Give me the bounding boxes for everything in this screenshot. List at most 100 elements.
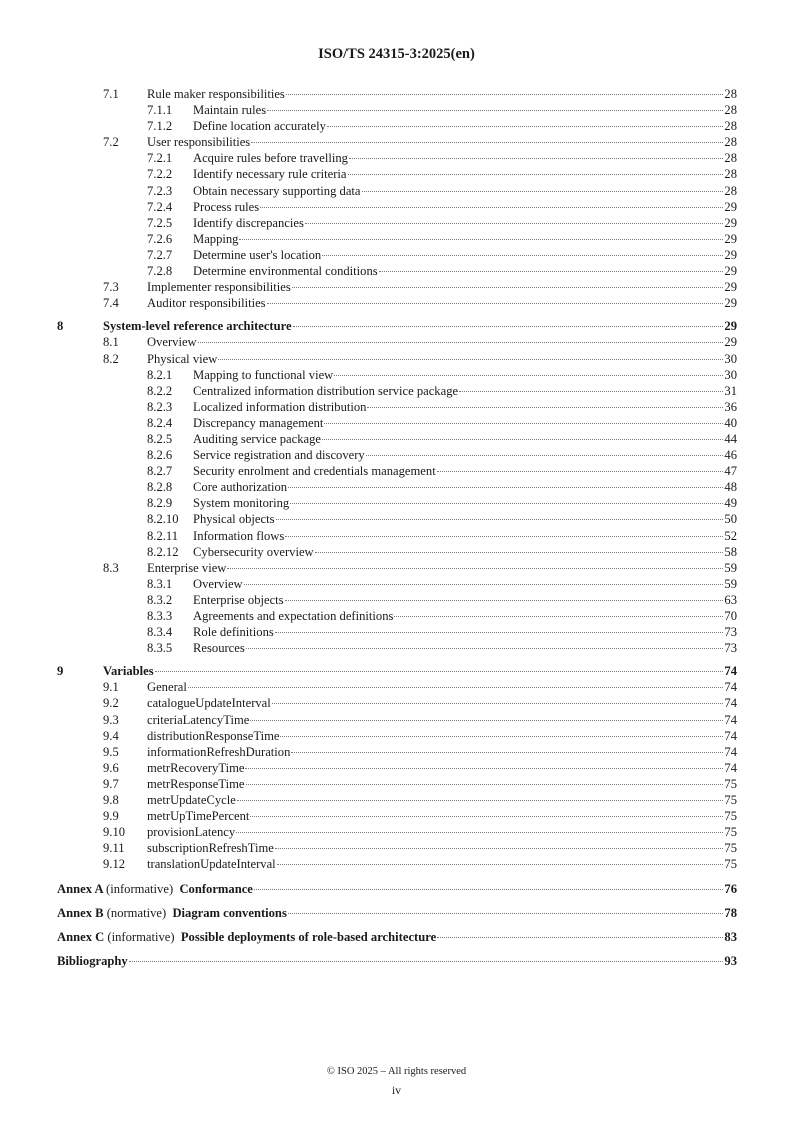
toc-entry[interactable]: Annex B (normative) Diagram conventions 7… <box>57 905 737 921</box>
toc-entry[interactable]: 9.4 distributionResponseTime 74 <box>57 728 737 744</box>
toc-entry-number: 8.3 <box>103 560 119 575</box>
toc-entry[interactable]: 7.1.2 Define location accurately 28 <box>57 118 737 134</box>
toc-entry[interactable]: 8.2.6 Service registration and discovery 4… <box>57 447 737 463</box>
toc-entry-number: 9.6 <box>103 760 119 775</box>
toc-entry[interactable]: 7.2.8 Determine environmental conditions 2… <box>57 263 737 279</box>
toc-entry[interactable]: 8.2.10 Physical objects 50 <box>57 511 737 527</box>
toc-entry-title: Resources <box>193 641 245 656</box>
toc-entry-title: subscriptionRefreshTime <box>147 841 274 856</box>
toc-entry[interactable]: 8.2.1 Mapping to functional view 30 <box>57 367 737 383</box>
toc-entry[interactable]: 8.3.1 Overview 59 <box>57 576 737 592</box>
toc-entry[interactable]: 8.2.3 Localized information distribution 3… <box>57 399 737 415</box>
toc-entry[interactable]: 9.6 metrRecoveryTime 74 <box>57 760 737 776</box>
toc-entry[interactable]: 7.2.6 Mapping 29 <box>57 231 737 247</box>
toc-entry[interactable]: 9.9 metrUpTimePercent 75 <box>57 808 737 824</box>
toc-entry[interactable]: 9.1 General 74 <box>57 679 737 695</box>
toc-entry-page: 75 <box>724 825 737 840</box>
toc-entry[interactable]: 7.1 Rule maker responsibilities 28 <box>57 86 737 102</box>
toc-entry-title: Determine user's location <box>193 247 322 262</box>
toc-entry-title: Physical objects <box>193 512 275 527</box>
toc-entry[interactable]: 7.2.2 Identify necessary rule criteria 28 <box>57 166 737 182</box>
toc-entry[interactable]: 8.2.8 Core authorization 48 <box>57 479 737 495</box>
toc-entry-title: System monitoring <box>193 496 290 511</box>
toc-entry-title: User responsibilities <box>147 135 251 150</box>
toc-entry[interactable]: 7.4 Auditor responsibilities 29 <box>57 295 737 311</box>
toc-entry-page: 47 <box>724 464 737 479</box>
dot-leader <box>290 503 724 505</box>
toc-entry[interactable]: 8.2.2 Centralized information distributio… <box>57 383 737 399</box>
dot-leader <box>274 632 724 634</box>
toc-entry-number: 7.2.8 <box>147 264 173 279</box>
annex-kind: (informative) <box>107 929 175 944</box>
toc-entry[interactable]: 8 System-level reference architecture 29 <box>57 318 737 334</box>
dot-leader <box>314 551 724 553</box>
toc-entry[interactable]: 8.1 Overview 29 <box>57 334 737 350</box>
toc-entry[interactable]: 8.2.4 Discrepancy management 40 <box>57 415 737 431</box>
dot-leader <box>218 358 724 360</box>
toc-entry-number: 8.2.6 <box>147 448 173 463</box>
toc-entry-title: Implementer responsibilities <box>147 280 291 295</box>
toc-entry-page: 75 <box>724 809 737 824</box>
toc-entry[interactable]: 8.2 Physical view 30 <box>57 351 737 367</box>
toc-entry-number: 7.2.4 <box>147 199 173 214</box>
toc-entry[interactable]: 7.2.5 Identify discrepancies 29 <box>57 215 737 231</box>
toc-entry-title: Overview <box>193 576 243 591</box>
toc-entry[interactable]: 8.2.5 Auditing service package 44 <box>57 431 737 447</box>
toc-entry[interactable]: 8.3 Enterprise view 59 <box>57 560 737 576</box>
toc-entry-page: 70 <box>724 609 737 623</box>
toc-entry-number: 8.2.2 <box>147 383 173 398</box>
toc-entry[interactable]: 7.1.1 Maintain rules 28 <box>57 102 737 118</box>
toc-entry[interactable]: 9.2 catalogueUpdateInterval 74 <box>57 695 737 711</box>
toc-entry[interactable]: Bibliography 93 <box>57 953 737 969</box>
toc-entry[interactable]: 9.11 subscriptionRefreshTime 75 <box>57 840 737 856</box>
toc-entry[interactable]: 8.3.5 Resources 73 <box>57 640 737 656</box>
toc-entry[interactable]: 9.12 translationUpdateInterval 75 <box>57 856 737 872</box>
toc-entry[interactable]: 8.3.3 Agreements and expectation definiti… <box>57 608 737 624</box>
toc-entry-page: 50 <box>724 512 737 527</box>
toc-entry[interactable]: 8.3.2 Enterprise objects 63 <box>57 592 737 608</box>
toc-entry[interactable]: 7.2 User responsibilities 28 <box>57 134 737 150</box>
toc-entry-page: 28 <box>724 87 737 101</box>
toc-entry-page: 30 <box>724 351 737 366</box>
toc-entry-page: 74 <box>724 760 737 775</box>
toc-entry-title-text: Diagram conventions <box>172 905 287 920</box>
toc-entry-title: informationRefreshDuration <box>147 744 291 759</box>
toc-entry[interactable]: 7.3 Implementer responsibilities 29 <box>57 279 737 295</box>
toc-entry-page: 28 <box>724 183 737 198</box>
toc-entry[interactable]: 8.2.11 Information flows 52 <box>57 528 737 544</box>
toc-entry[interactable]: 7.2.3 Obtain necessary supporting data 28 <box>57 183 737 199</box>
toc-entry-title: Annex B (normative) Diagram conventions <box>57 905 287 921</box>
toc-entry-page: 31 <box>724 383 737 398</box>
toc-entry-number: 7.1.2 <box>147 119 173 134</box>
toc-entry[interactable]: 7.2.4 Process rules 29 <box>57 199 737 215</box>
toc-entry[interactable]: 9.3 criteriaLatencyTime 74 <box>57 712 737 728</box>
dot-leader <box>291 287 724 289</box>
annex-label: Annex C <box>57 929 105 944</box>
toc-entry[interactable]: 9.7 metrResponseTime 75 <box>57 776 737 792</box>
toc-entry[interactable]: 8.2.7 Security enrolment and credentials … <box>57 463 737 479</box>
toc-entry-title: Mapping <box>193 231 239 246</box>
toc-entry[interactable]: 8.2.9 System monitoring 49 <box>57 495 737 511</box>
toc-entry[interactable]: 7.2.1 Acquire rules before travelling 28 <box>57 150 737 166</box>
dot-leader <box>284 599 724 601</box>
toc-entry[interactable]: 9 Variables 74 <box>57 663 737 679</box>
toc-entry[interactable]: 8.2.12 Cybersecurity overview 58 <box>57 544 737 560</box>
toc-entry-number: 8.3.1 <box>147 576 173 591</box>
toc-entry-title: Core authorization <box>193 480 288 495</box>
toc-entry[interactable]: 9.8 metrUpdateCycle 75 <box>57 792 737 808</box>
toc-entry-number: 8.3.4 <box>147 625 173 640</box>
toc-entry[interactable]: 9.10 provisionLatency 75 <box>57 824 737 840</box>
toc-entry[interactable]: 8.3.4 Role definitions 73 <box>57 624 737 640</box>
toc-entry-page: 30 <box>724 367 737 382</box>
dot-leader <box>322 254 724 256</box>
toc-entry[interactable]: Annex C (informative) Possible deploymen… <box>57 929 737 945</box>
toc-entry-title: Determine environmental conditions <box>193 264 378 279</box>
toc-entry-title: provisionLatency <box>147 825 236 840</box>
page-number: iv <box>392 1085 401 1097</box>
dot-leader <box>243 583 724 585</box>
toc-entry[interactable]: 9.5 informationRefreshDuration 74 <box>57 744 737 760</box>
toc-entry-page: 74 <box>724 728 737 743</box>
toc-entry[interactable]: 7.2.7 Determine user's location 29 <box>57 247 737 263</box>
dot-leader <box>275 519 724 521</box>
toc-entry[interactable]: Annex A (informative) Conformance 76 <box>57 881 737 897</box>
